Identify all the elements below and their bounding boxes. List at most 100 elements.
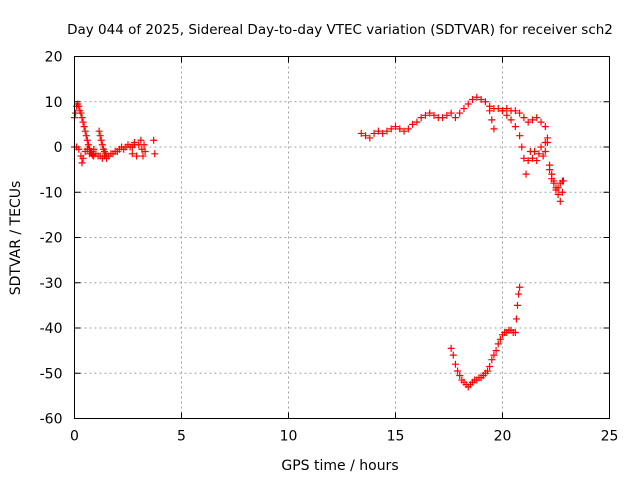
data-point xyxy=(511,107,519,115)
data-point xyxy=(84,141,92,149)
data-point xyxy=(396,125,404,133)
data-point xyxy=(533,157,541,165)
data-point xyxy=(486,362,494,370)
x-tick-label: 5 xyxy=(177,429,186,445)
data-point xyxy=(507,116,515,124)
series-low-branch xyxy=(447,283,524,391)
data-point xyxy=(137,136,145,144)
data-point xyxy=(460,105,468,113)
data-point xyxy=(484,367,492,375)
data-point xyxy=(79,154,87,162)
series-early-tail xyxy=(128,136,159,160)
data-point xyxy=(139,152,147,160)
data-point xyxy=(133,152,141,160)
data-point xyxy=(492,347,500,355)
data-point xyxy=(150,136,158,144)
data-point xyxy=(96,132,104,140)
data-point xyxy=(494,105,502,113)
data-point xyxy=(78,159,86,167)
data-point xyxy=(387,125,395,133)
data-point xyxy=(83,136,91,144)
data-point xyxy=(548,175,556,183)
plot-frame xyxy=(74,56,610,419)
data-point xyxy=(439,114,447,122)
data-point xyxy=(449,351,457,359)
y-tick-label: -40 xyxy=(40,321,63,337)
data-point xyxy=(518,143,526,151)
data-point xyxy=(511,123,519,131)
x-tick-label: 0 xyxy=(70,429,79,445)
y-tick-label: 10 xyxy=(45,95,63,111)
data-point xyxy=(421,111,429,119)
data-point xyxy=(82,132,90,140)
data-point xyxy=(516,132,524,140)
data-point xyxy=(469,95,477,103)
data-point xyxy=(430,111,438,119)
x-axis-label: GPS time / hours xyxy=(281,458,398,474)
data-point xyxy=(541,123,549,131)
data-point xyxy=(524,157,532,165)
data-point xyxy=(451,360,459,368)
data-point xyxy=(140,141,148,149)
y-tick-label: -50 xyxy=(40,366,63,382)
data-point xyxy=(550,179,558,187)
data-point xyxy=(392,123,399,131)
data-point xyxy=(543,134,551,142)
y-tick-label: -60 xyxy=(40,412,63,428)
data-point xyxy=(447,344,455,352)
data-point xyxy=(103,152,111,160)
data-point xyxy=(409,120,417,128)
data-point xyxy=(362,132,370,140)
data-point xyxy=(554,184,562,192)
data-point xyxy=(128,150,136,158)
data-point xyxy=(374,127,382,135)
x-tick-label: 25 xyxy=(601,429,619,445)
data-point xyxy=(490,125,498,133)
data-point xyxy=(535,150,543,158)
data-point xyxy=(78,114,86,122)
data-point xyxy=(537,118,545,126)
data-point xyxy=(95,127,103,135)
data-point xyxy=(516,283,524,291)
x-tick-label: 10 xyxy=(280,429,298,445)
data-point xyxy=(488,116,496,124)
data-point xyxy=(546,166,554,174)
data-point xyxy=(559,177,567,185)
data-point xyxy=(97,136,105,144)
data-point xyxy=(537,143,545,151)
data-point xyxy=(456,109,464,117)
data-point xyxy=(464,100,472,108)
data-point xyxy=(77,109,85,117)
data-point xyxy=(413,118,421,126)
series-end-tail xyxy=(541,134,567,194)
data-point xyxy=(477,95,485,103)
y-tick-label: -20 xyxy=(40,231,63,247)
data-point xyxy=(488,356,496,364)
y-tick-label: -10 xyxy=(40,185,63,201)
data-point xyxy=(524,118,532,126)
data-point xyxy=(141,148,149,156)
series-afternoon-dip xyxy=(486,107,566,205)
data-point xyxy=(528,116,536,124)
data-point xyxy=(541,148,549,156)
data-point xyxy=(456,372,464,380)
data-point xyxy=(79,118,87,126)
data-point xyxy=(520,114,528,122)
data-point xyxy=(417,114,425,122)
data-point xyxy=(357,129,365,137)
data-points xyxy=(71,93,567,391)
data-point xyxy=(81,127,89,135)
data-point xyxy=(447,109,455,117)
data-point xyxy=(404,125,412,133)
data-point xyxy=(130,138,138,146)
data-point xyxy=(539,152,547,160)
data-point xyxy=(383,127,391,135)
data-point xyxy=(511,329,519,337)
data-point xyxy=(89,151,97,159)
x-tick-label: 20 xyxy=(494,429,512,445)
data-point xyxy=(486,107,494,115)
data-point xyxy=(151,150,159,158)
data-point xyxy=(75,102,83,110)
data-point xyxy=(370,129,378,137)
